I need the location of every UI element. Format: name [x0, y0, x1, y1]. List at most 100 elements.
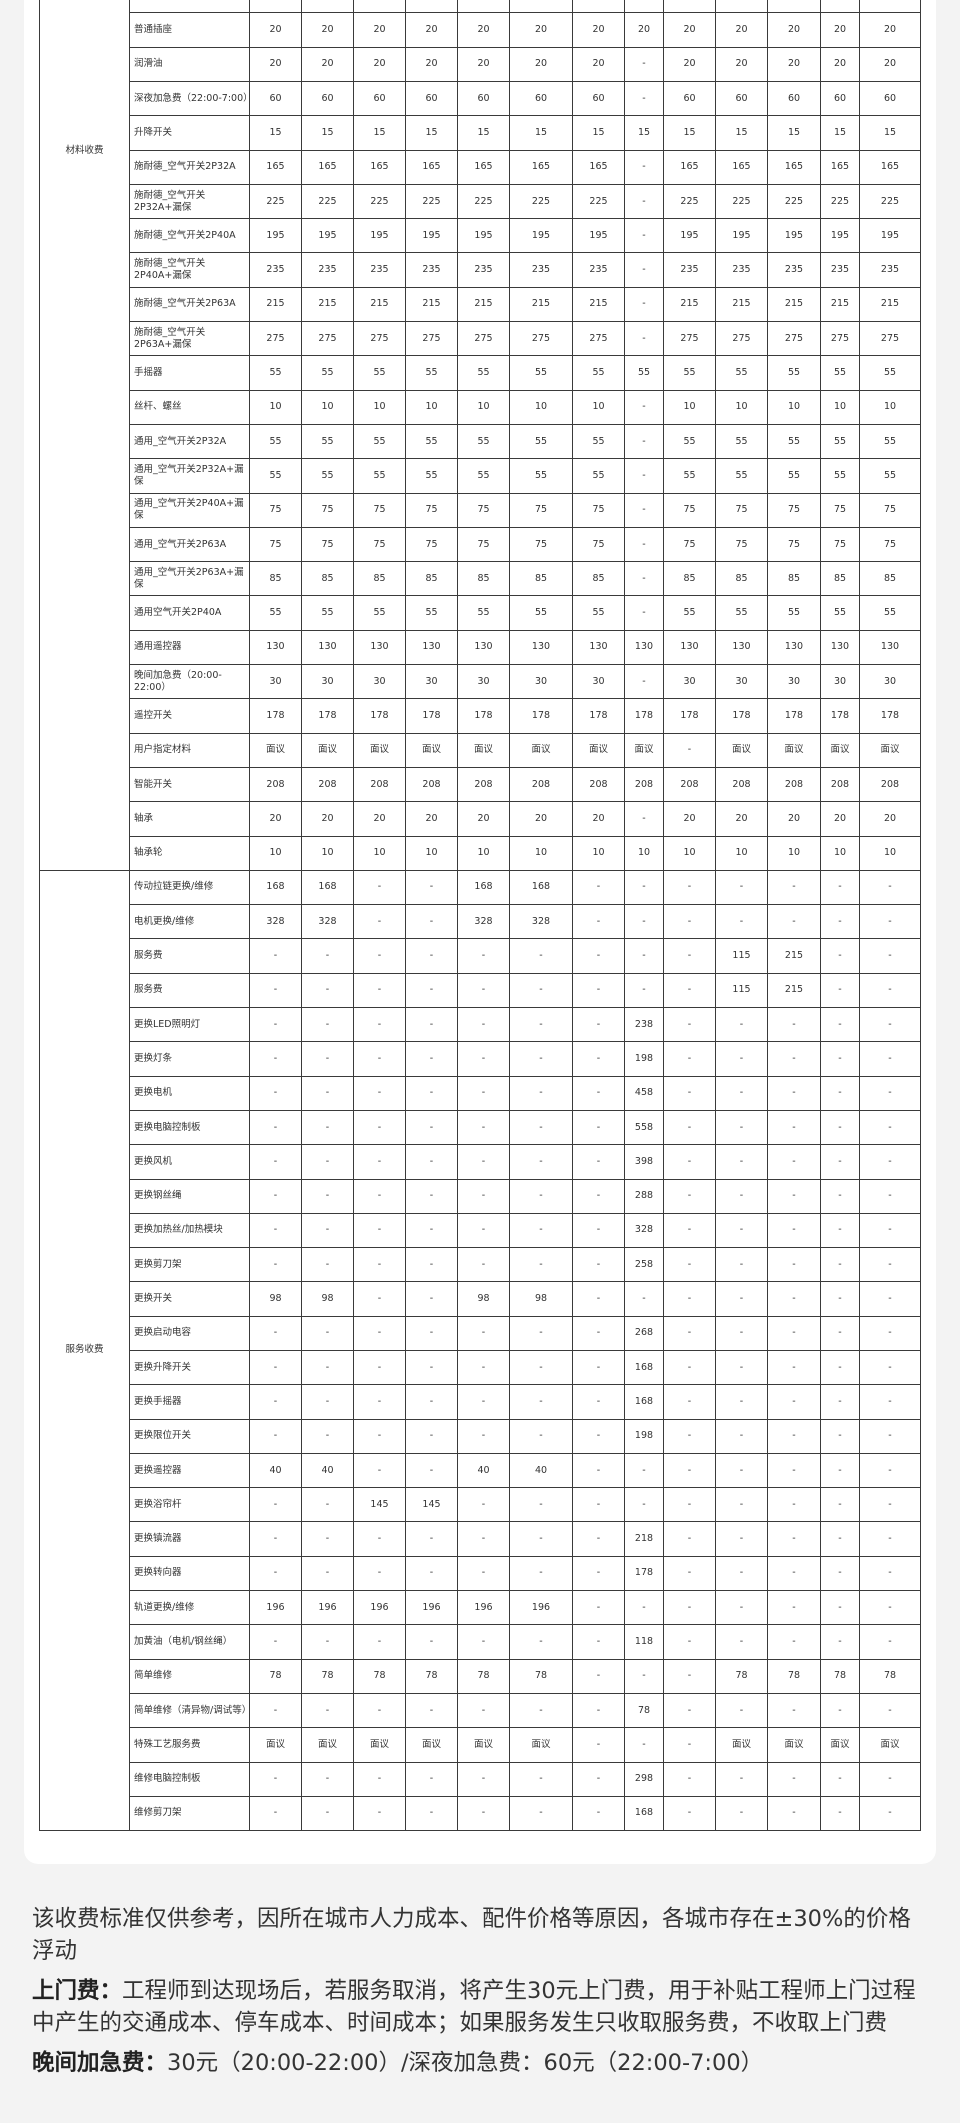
item-name: 施耐德_空气开关2P63A+漏保 [129, 321, 250, 357]
price-cell: 55 [249, 355, 302, 391]
price-cell: - [859, 1384, 921, 1420]
price-cell: 208 [405, 766, 458, 803]
price-cell: 165 [301, 149, 354, 185]
table-row: 服务费 - - - - - - - - -115 215- - [40, 972, 921, 1009]
price-cell: 195 [509, 218, 573, 254]
price-cell: - [715, 904, 768, 940]
price-cell: 10 [457, 389, 510, 425]
item-name: 维修电脑控制板 [129, 1761, 250, 1797]
item-name: 手摇器 [129, 355, 250, 391]
price-cell: 85 [301, 561, 354, 597]
price-cell: - [767, 1075, 821, 1111]
price-cell: - [301, 1212, 354, 1249]
table-row: 维修剪刀架 - - - - - - -168- - - - - [40, 1795, 921, 1832]
price-cell: - [457, 1041, 510, 1077]
price-cell: - [663, 1727, 716, 1763]
price-cell: 215 [767, 286, 821, 323]
price-cell: - [457, 1075, 510, 1111]
price-cell: - [767, 1452, 821, 1489]
price-cell: 208 [859, 766, 921, 803]
price-cell: - [663, 732, 716, 768]
price-cell: - [767, 1315, 821, 1351]
price-cell: - [457, 1521, 510, 1557]
price-cell: 面议 [859, 732, 921, 768]
table-row: 通用_空气开关2P40A+漏保 75 75 75 75 75 75 75-75 75 75 75 75 [40, 492, 921, 528]
price-cell: 165 [820, 149, 860, 185]
price-cell: - [509, 1761, 573, 1797]
price-cell: 130 [663, 629, 716, 666]
price-cell: - [767, 1555, 821, 1592]
price-cell: 238 [624, 1007, 664, 1043]
price-cell: 75 [353, 492, 406, 528]
price-cell: - [301, 1384, 354, 1420]
price-cell: 15 [301, 115, 354, 151]
price-cell: - [820, 1384, 860, 1420]
price-cell: 55 [249, 595, 302, 631]
price-cell: 20 [572, 801, 625, 837]
price-cell: - [715, 1624, 768, 1660]
visit-fee-label: 上门费： [32, 1978, 123, 2004]
price-cell: 10 [820, 389, 860, 425]
price-cell: - [405, 1247, 458, 1283]
price-cell: - [353, 1384, 406, 1420]
price-cell: 178 [859, 698, 921, 734]
price-cell: - [624, 938, 664, 974]
table-row: 用户指定材料 面议 面议 面议 面议 面议 面议 面议 面议 - 面议 面议 面议 面议 [40, 732, 921, 768]
price-cell: 215 [767, 938, 821, 974]
price-cell: - [715, 1452, 768, 1489]
price-cell: 215 [509, 286, 573, 323]
price-cell: 55 [820, 458, 860, 494]
price-cell: 178 [405, 698, 458, 734]
price-cell: - [820, 1452, 860, 1489]
price-cell: 面议 [767, 732, 821, 768]
price-cell: - [301, 938, 354, 974]
price-cell: 55 [820, 423, 860, 460]
price-cell: - [457, 1315, 510, 1351]
price-cell: 20 [353, 801, 406, 837]
price-cell: 235 [859, 252, 921, 288]
price-cell: - [249, 1075, 302, 1111]
price-cell: 275 [820, 321, 860, 357]
price-cell: - [572, 1795, 625, 1832]
price-cell: 215 [715, 286, 768, 323]
price-cell: - [457, 1007, 510, 1043]
price-cell: 275 [767, 321, 821, 357]
item-name: 更换加热丝/加热模块 [129, 1212, 250, 1249]
price-cell: - [820, 938, 860, 974]
item-name: 更换电脑控制板 [129, 1109, 250, 1146]
price-cell: 235 [572, 252, 625, 288]
price-cell: - [572, 1487, 625, 1523]
price-cell: - [457, 1178, 510, 1214]
price-cell: 60 [457, 80, 510, 117]
price-cell: 78 [457, 1658, 510, 1694]
price-cell: - [457, 1487, 510, 1523]
price-cell: 面议 [353, 732, 406, 768]
price-cell: 165 [405, 149, 458, 185]
table-row: 施耐德_空气开关2P40A 195 195 195 195 195 195 195-195 19… [40, 218, 921, 254]
price-cell: 20 [509, 12, 573, 48]
table-cell [624, 0, 664, 14]
price-cell: 196 [405, 1590, 458, 1626]
price-cell: 195 [663, 218, 716, 254]
price-cell: - [767, 1349, 821, 1386]
price-cell: - [820, 1007, 860, 1043]
price-cell: - [663, 1555, 716, 1592]
price-cell: - [663, 1452, 716, 1489]
price-cell: - [715, 1521, 768, 1557]
table-row: 深夜加急费（22:00-7:00） 60 60 60 60 60 60 60-60 60 60 60… [40, 80, 921, 117]
price-cell: - [572, 1521, 625, 1557]
price-cell: 130 [405, 629, 458, 666]
price-cell: - [663, 1487, 716, 1523]
price-cell: - [572, 1281, 625, 1317]
price-table: 材料收费 普通插座 20 20 20 20 20 20 20 20 20 20 20 20 20 润滑油 20 2… [39, 0, 921, 1832]
price-cell: 85 [457, 561, 510, 597]
price-cell: - [820, 1247, 860, 1283]
price-cell: - [249, 1555, 302, 1592]
price-cell: - [715, 1590, 768, 1626]
price-cell: 195 [820, 218, 860, 254]
price-cell: 10 [249, 835, 302, 871]
price-cell: - [859, 1247, 921, 1283]
table-row: 更换开关 98 98- -98 98- - - - - - - [40, 1281, 921, 1317]
table-row-partial: 材料收费 [39, 0, 921, 871]
price-cell: - [859, 1281, 921, 1317]
